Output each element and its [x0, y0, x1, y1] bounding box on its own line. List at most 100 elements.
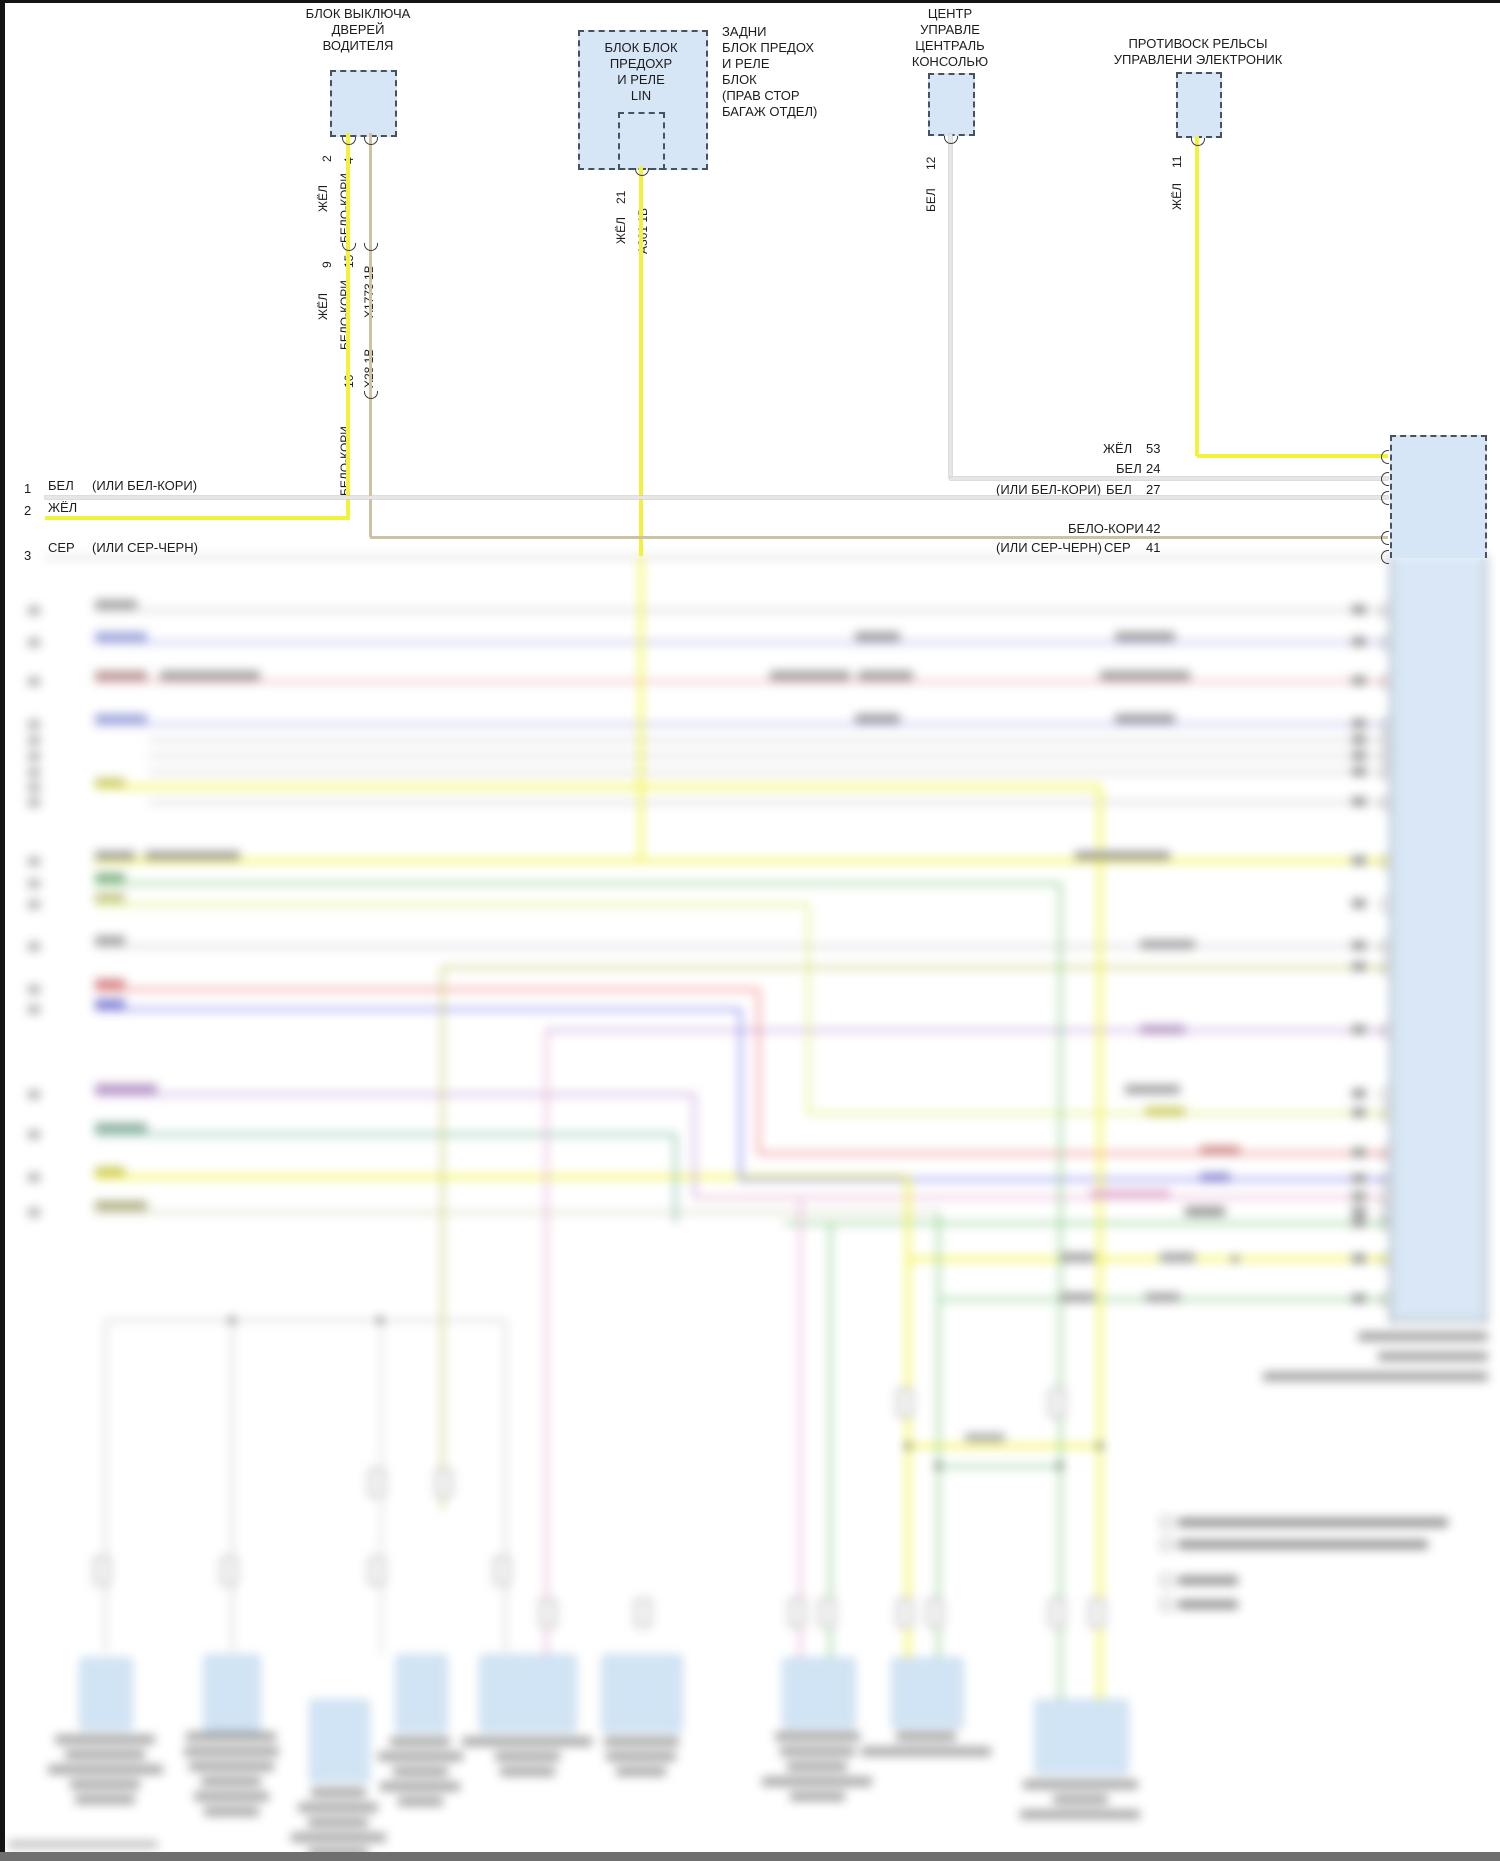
blurred-label-bar [462, 1737, 592, 1746]
blurred-label-bar [203, 1807, 259, 1816]
blurred-label-bar [1052, 1795, 1108, 1804]
pin-arc-icon [1381, 750, 1389, 764]
blurred-label-bar [787, 1762, 847, 1771]
blurred-label-bar [28, 985, 40, 994]
device-box [480, 1655, 576, 1732]
device-box [310, 1700, 369, 1782]
wire-horizontal [95, 722, 1388, 726]
blurred-label-bar [1352, 941, 1366, 950]
blurred-label-bar [1115, 632, 1175, 641]
blurred-label-bar [28, 1208, 40, 1217]
center-console-label-4: КОНСОЛЬЮ [911, 54, 989, 69]
blurred-label-bar [95, 1201, 147, 1210]
blurred-label-bar [95, 671, 147, 680]
blurred-label-bar [1378, 1352, 1488, 1361]
lin-inner-connector-box [618, 112, 665, 170]
inline-connector [1048, 1388, 1066, 1418]
wire-vertical [503, 1320, 507, 1652]
lin-block-label-4: LIN [630, 88, 652, 103]
pin-arc-icon [1381, 1293, 1389, 1307]
inline-connector [539, 1598, 557, 1628]
blurred-label-bar [494, 1752, 560, 1761]
blurred-label-bar [55, 1735, 155, 1744]
wire-vertical [936, 1212, 940, 1658]
blurred-label-bar [95, 1084, 157, 1093]
row-3-alt: (ИЛИ СЕР-ЧЕРН) [92, 540, 198, 555]
junction-dot [377, 1317, 383, 1323]
wire-zhel-esc-label: ЖЁЛ [1170, 183, 1184, 210]
blurred-label-bar [47, 1765, 163, 1774]
blurred-label-bar [1352, 962, 1366, 971]
blurred-label-bar [188, 1762, 274, 1771]
pin-arc-icon [1381, 961, 1389, 975]
row-2-number: 2 [24, 503, 32, 518]
connector-arc-icon [635, 168, 649, 176]
blurred-label-bar [1352, 1192, 1366, 1201]
junction-dot [1232, 1256, 1238, 1262]
blurred-label-bar [855, 714, 900, 723]
wire-vertical [828, 1223, 832, 1658]
wire-row53-zhel [1197, 454, 1388, 458]
pin-arc-icon [1381, 766, 1389, 780]
blurred-label-bar [1352, 1089, 1366, 1098]
blurred-label-bar [1352, 767, 1366, 776]
blurred-label-bar [1022, 1780, 1138, 1789]
blurred-label-bar [390, 1737, 450, 1746]
wire-lin-yellow [639, 166, 643, 556]
blurred-label-bar [95, 851, 135, 860]
wire-vertical [440, 967, 444, 1510]
inline-connector [435, 1468, 453, 1498]
pin-arc-icon [1381, 675, 1389, 689]
blurred-label-bar [1352, 1108, 1366, 1117]
wire-vertical [103, 1320, 107, 1652]
blurred-label-bar [397, 1797, 443, 1806]
blurred-label-bar [28, 606, 40, 615]
junction-dot [1057, 1463, 1063, 1469]
lin-block-label-2: ПРЕДОХР [609, 56, 673, 71]
pin-arc-icon [1381, 718, 1389, 732]
wire-horizontal [150, 738, 1388, 742]
pin-arc-icon [1381, 472, 1389, 486]
blurred-label-bar [1352, 1294, 1366, 1303]
device-box [892, 1658, 963, 1728]
blurred-label-bar [160, 671, 260, 680]
connector-arc-icon [364, 243, 378, 251]
connector-arc-icon [944, 136, 958, 144]
wire-zhel-seg2-label: ЖЁЛ [316, 293, 330, 320]
pin-2-label: 2 [320, 155, 334, 162]
blurred-label-bar [774, 1732, 860, 1741]
wire-horizontal [95, 1175, 908, 1179]
wire-vertical [806, 904, 810, 1113]
lin-block-label-1: БЛОК БЛОК [604, 40, 678, 55]
inline-connector [1088, 1598, 1106, 1628]
blurred-label-bar [616, 1767, 666, 1776]
pin-arc-icon [1381, 1253, 1389, 1267]
blurred-label-bar [1352, 735, 1366, 744]
wire-horizontal [95, 608, 1388, 612]
junction-dot [229, 1317, 235, 1323]
wire-horizontal [95, 987, 758, 991]
inline-connector [896, 1388, 914, 1418]
blurred-label-bar [28, 720, 40, 729]
blurred-label-bar [499, 1767, 555, 1776]
pin-21-label: 21 [614, 190, 628, 204]
blurred-label-bar [1178, 1576, 1238, 1585]
blurred-label-bar [779, 1747, 855, 1756]
wire-horizontal [95, 679, 1388, 683]
wire-horizontal [546, 1028, 1388, 1032]
row-42-color: БЕЛО-КОРИ [1068, 521, 1144, 536]
blurred-label-bar [290, 1833, 386, 1842]
wire-horizontal [938, 1464, 1060, 1468]
blurred-label-bar [1352, 899, 1366, 908]
blurred-label-bar [1352, 1218, 1366, 1227]
wire-horizontal [740, 1177, 1388, 1181]
row-42-pin: 42 [1146, 521, 1161, 536]
wire-horizontal [95, 1210, 938, 1214]
inline-connector [493, 1556, 511, 1586]
blurred-label-bar [28, 798, 40, 807]
blurred-label-bar [28, 1005, 40, 1014]
pin-arc-icon [1381, 636, 1389, 650]
blurred-label-bar [28, 1173, 40, 1182]
wire-esc-yellow [1195, 136, 1199, 456]
wire-horizontal [95, 640, 1388, 644]
